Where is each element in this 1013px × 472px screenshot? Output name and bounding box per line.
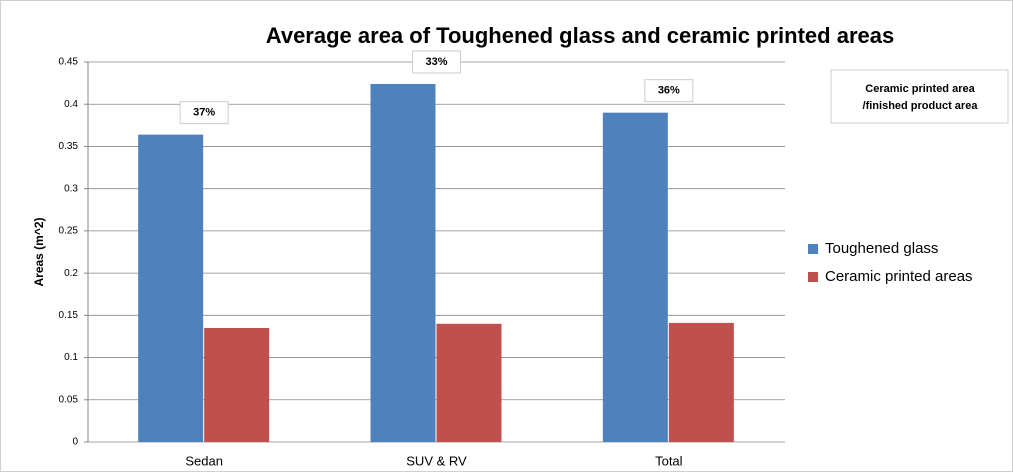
note-text: /finished product area: [863, 100, 979, 112]
y-tick-label: 0.05: [59, 394, 79, 405]
annotation: 36%: [658, 85, 680, 97]
annotation-box: [179, 101, 229, 125]
note-box: [830, 69, 1009, 124]
bar: [204, 328, 270, 442]
bar: [602, 112, 668, 443]
legend-swatch: [808, 272, 818, 282]
bar: [668, 322, 734, 442]
y-tick-label: 0.35: [59, 141, 79, 152]
y-tick-label: 0.1: [64, 352, 78, 363]
bar: [138, 134, 204, 442]
legend-label: Ceramic printed areas: [825, 268, 973, 285]
x-tick-label: SUV & RV: [406, 453, 467, 468]
y-tick-label: 0.4: [64, 99, 78, 110]
x-tick-label: Total: [655, 453, 683, 468]
legend-label: Toughened glass: [825, 240, 938, 257]
note-text: Ceramic printed area: [865, 83, 975, 95]
y-tick-label: 0.25: [59, 226, 79, 237]
bar: [370, 83, 436, 442]
bar: [436, 323, 502, 442]
y-tick-label: 0.2: [64, 268, 78, 279]
x-tick-label: Sedan: [185, 453, 223, 468]
chart-title: Average area of Toughened glass and cera…: [266, 23, 894, 48]
annotation-box: [412, 50, 461, 74]
y-tick-label: 0.15: [59, 310, 79, 321]
y-axis-label: Areas (m^2): [32, 217, 46, 286]
legend-swatch: [808, 244, 818, 254]
annotation-box: [644, 79, 694, 103]
y-tick-label: 0: [72, 437, 78, 448]
annotation: 33%: [425, 56, 447, 68]
y-tick-label: 0.3: [64, 183, 78, 194]
annotation: 37%: [193, 107, 215, 119]
y-tick-label: 0.45: [59, 57, 79, 68]
